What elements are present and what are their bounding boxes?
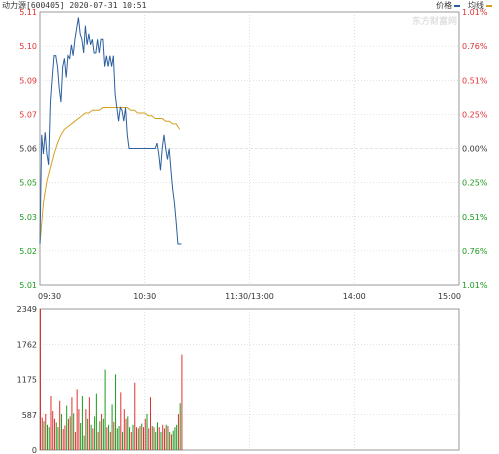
legend-avg-label: 均线 [468, 1, 484, 10]
percent-y-tick-label: 0.51% [462, 213, 488, 222]
volume-y-tick-label: 1175 [17, 376, 37, 385]
price-line [39, 17, 182, 245]
legend: 价格 均线 [436, 0, 495, 12]
legend-price-swatch [454, 4, 461, 7]
eastmoney-watermark-logo: 东方财富网 [412, 17, 458, 27]
volume-y-tick-label: 587 [22, 411, 37, 420]
percent-y-tick-label: 0.00% [462, 145, 488, 154]
volume-y-tick-label: 2349 [17, 305, 37, 314]
time-x-tick-label: 10:30 [133, 292, 156, 301]
legend-price-label: 价格 [436, 1, 453, 10]
percent-y-tick-label: 1.01% [462, 281, 488, 290]
volume-y-tick-label: 1762 [17, 340, 37, 349]
percent-y-tick-label: 0.25% [462, 110, 488, 119]
legend-avg-swatch [486, 4, 492, 7]
volume-y-tick-label: 0 [32, 446, 37, 454]
price-y-tick-label: 5.06 [19, 145, 37, 154]
stock-ticker-title: 动力源[600405] 2020-07-31 10:51 [2, 1, 147, 10]
time-x-tick-label: 09:30 [38, 292, 61, 301]
percent-y-tick-label: 1.01% [462, 8, 488, 17]
percent-y-tick-label: 0.76% [462, 42, 488, 51]
time-x-tick-label: 15:00 [438, 292, 461, 301]
price-y-tick-label: 5.07 [19, 110, 37, 119]
percent-y-tick-label: 0.51% [462, 76, 488, 85]
percent-y-tick-label: 0.25% [462, 179, 488, 188]
time-x-tick-label: 14:00 [343, 292, 366, 301]
price-y-tick-label: 5.02 [19, 247, 37, 256]
price-y-tick-label: 5.09 [19, 76, 37, 85]
percent-y-tick-label: 0.76% [462, 247, 488, 256]
price-y-tick-label: 5.05 [19, 179, 37, 188]
time-x-tick-label: 11:30/13:00 [225, 292, 274, 301]
price-y-tick-label: 5.10 [19, 42, 37, 51]
price-y-tick-label: 5.01 [19, 281, 37, 290]
chart-header: 动力源[600405] 2020-07-31 10:51 价格 均线 [0, 0, 499, 12]
average-price-line [39, 107, 181, 245]
price-y-tick-label: 5.03 [19, 213, 37, 222]
price-y-tick-label: 5.11 [19, 8, 37, 17]
